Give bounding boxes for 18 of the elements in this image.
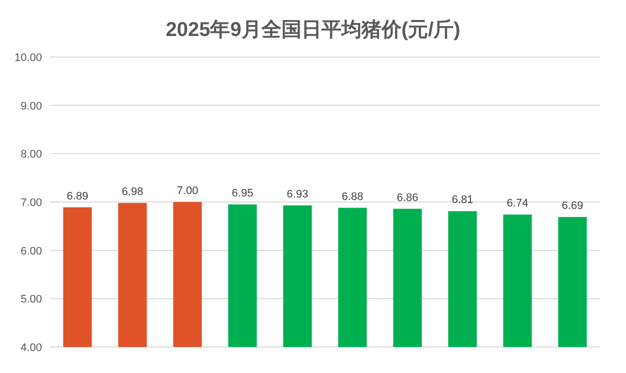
data-label: 6.88 <box>342 190 364 203</box>
y-tick-label: 9.00 <box>20 100 42 112</box>
data-label: 6.81 <box>452 194 474 206</box>
y-tick-label: 10.00 <box>14 52 42 64</box>
y-tick-label: 4.00 <box>20 342 42 354</box>
data-label: 7.00 <box>176 185 198 197</box>
y-tick-label: 5.00 <box>20 294 42 306</box>
data-label: 6.74 <box>506 198 528 210</box>
data-label: 6.93 <box>286 188 308 200</box>
data-label: 6.69 <box>562 200 584 212</box>
y-tick-label: 7.00 <box>20 197 42 209</box>
data-label: 6.95 <box>232 187 254 200</box>
y-tick-label: 6.00 <box>20 245 42 258</box>
data-label: 6.86 <box>396 192 418 204</box>
data-label: 6.98 <box>122 186 144 198</box>
chart-title: 2025年9月全国日平均猪价(元/斤) <box>166 18 460 41</box>
y-tick-label: 8.00 <box>20 148 42 161</box>
data-label: 6.89 <box>66 190 88 202</box>
